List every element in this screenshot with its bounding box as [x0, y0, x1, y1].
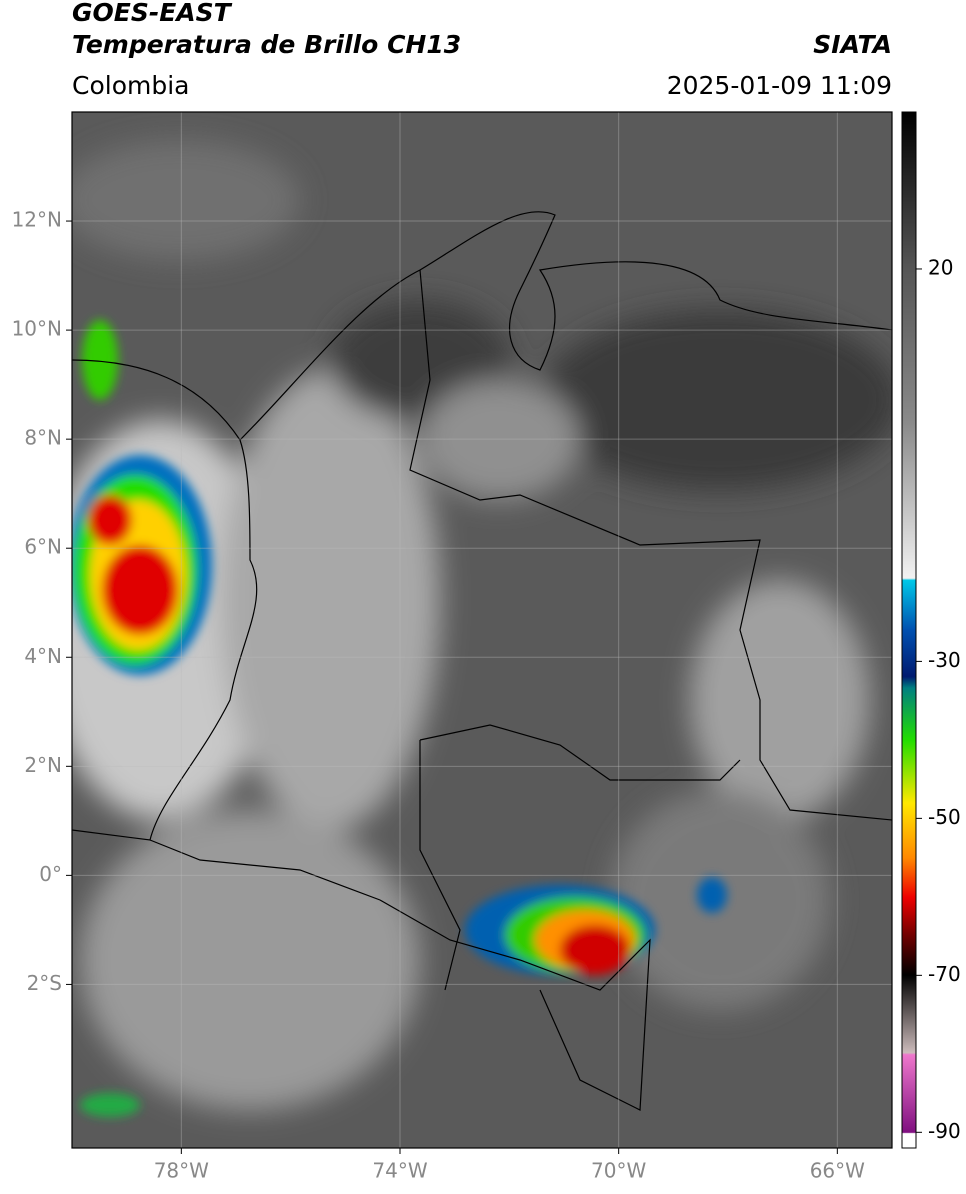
agency: SIATA — [813, 30, 892, 59]
subtitle: Temperatura de Brillo CH13 — [72, 30, 461, 59]
region: Colombia — [72, 71, 189, 100]
colorbar-tick-label: 20 — [928, 255, 953, 279]
x-tick-label: 74°W — [372, 1159, 427, 1183]
map-frame — [71, 111, 893, 1149]
y-tick-label: 0° — [39, 862, 62, 886]
datetime: 2025-01-09 11:09 — [667, 71, 892, 100]
y-tick-label: 6°N — [24, 535, 62, 559]
title: GOES-EAST — [72, 0, 233, 27]
x-tick-label: 66°W — [810, 1159, 865, 1183]
y-tick-label: 12°N — [12, 208, 62, 232]
colorbar-tick-label: -50 — [928, 805, 961, 829]
grid — [72, 112, 892, 1148]
y-tick-label: 4°N — [24, 644, 62, 668]
satellite-image — [72, 112, 892, 1148]
x-tick-label: 78°W — [154, 1159, 209, 1183]
y-tick-label: 10°N — [12, 317, 62, 341]
x-tick-label: 70°W — [591, 1159, 646, 1183]
colorbar — [901, 111, 917, 1149]
y-tick-label: 2°N — [24, 753, 62, 777]
y-tick-label: 8°N — [24, 426, 62, 450]
colorbar-tick-label: -30 — [928, 648, 961, 672]
colorbar-tick-label: -90 — [928, 1119, 961, 1143]
colorbar-tick-label: -70 — [928, 962, 961, 986]
y-tick-label: 2°S — [27, 971, 62, 995]
